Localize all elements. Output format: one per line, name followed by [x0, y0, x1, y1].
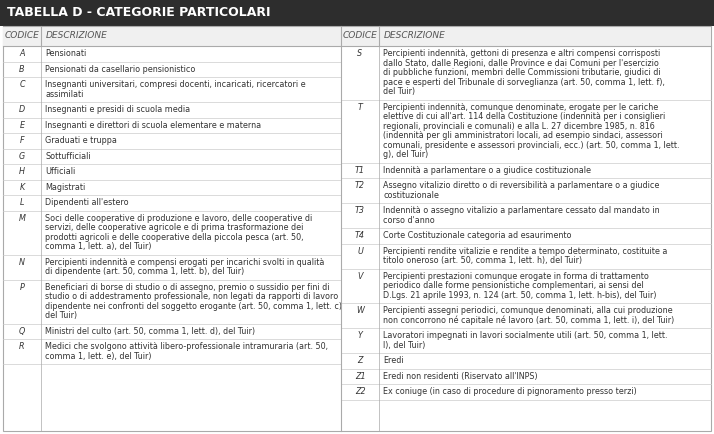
Text: DESCRIZIONE: DESCRIZIONE: [46, 32, 108, 40]
Text: T2: T2: [355, 181, 365, 190]
Text: Lavoratori impegnati in lavori socialmente utili (art. 50, comma 1, lett.: Lavoratori impegnati in lavori socialmen…: [383, 331, 668, 340]
Text: T3: T3: [355, 206, 365, 215]
Text: non concorrono né capitale né lavoro (art. 50, comma 1, lett. i), del Tuir): non concorrono né capitale né lavoro (ar…: [383, 316, 674, 325]
Text: dallo Stato, dalle Regioni, dalle Province e dai Comuni per l'esercizio: dallo Stato, dalle Regioni, dalle Provin…: [383, 59, 659, 68]
Text: V: V: [357, 272, 363, 281]
Text: Percipienti indennità e compensi erogati per incarichi svolti in qualità: Percipienti indennità e compensi erogati…: [45, 258, 324, 267]
Text: Y: Y: [358, 331, 363, 340]
Text: M: M: [19, 214, 26, 223]
Text: Eredi: Eredi: [383, 356, 403, 365]
Text: Insegnanti universitari, compresi docenti, incaricati, ricercatori e: Insegnanti universitari, compresi docent…: [45, 80, 306, 89]
Text: prodotti agricoli e delle cooperative della piccola pesca (art. 50,: prodotti agricoli e delle cooperative de…: [45, 233, 303, 242]
Text: Dipendenti all'estero: Dipendenti all'estero: [45, 198, 129, 207]
Text: di dipendente (art. 50, comma 1, lett. b), del Tuir): di dipendente (art. 50, comma 1, lett. b…: [45, 267, 244, 276]
Text: titolo oneroso (art. 50, comma 1, lett. h), del Tuir): titolo oneroso (art. 50, comma 1, lett. …: [383, 256, 582, 265]
Text: Pensionati: Pensionati: [45, 49, 86, 58]
Text: Percipienti prestazioni comunque erogate in forma di trattamento: Percipienti prestazioni comunque erogate…: [383, 272, 649, 281]
Text: G: G: [19, 152, 25, 161]
Text: H: H: [19, 167, 25, 176]
Text: costituzionale: costituzionale: [383, 191, 439, 200]
Text: studio o di addestramento professionale, non legati da rapporti di lavoro: studio o di addestramento professionale,…: [45, 292, 338, 301]
Text: T: T: [358, 103, 363, 112]
Text: S: S: [358, 49, 363, 58]
Bar: [3, 26, 711, 46]
Text: U: U: [357, 247, 363, 256]
Text: del Tuir): del Tuir): [383, 87, 415, 96]
Text: Ministri del culto (art. 50, comma 1, lett. d), del Tuir): Ministri del culto (art. 50, comma 1, le…: [45, 327, 255, 336]
Text: CODICE: CODICE: [4, 32, 39, 40]
Text: F: F: [20, 136, 24, 145]
Text: l), del Tuir): l), del Tuir): [383, 341, 426, 350]
Text: W: W: [356, 306, 364, 315]
Text: Q: Q: [19, 327, 25, 336]
Text: Indennità a parlamentare o a giudice costituzionale: Indennità a parlamentare o a giudice cos…: [383, 166, 591, 175]
Text: D: D: [19, 105, 25, 114]
Text: R: R: [19, 342, 25, 351]
Text: Percipienti indennità, gettoni di presenza e altri compensi corrisposti: Percipienti indennità, gettoni di presen…: [383, 49, 660, 58]
Text: g), del Tuir): g), del Tuir): [383, 150, 428, 159]
Text: Medici che svolgono attività libero-professionale intramuraria (art. 50,: Medici che svolgono attività libero-prof…: [45, 342, 328, 351]
Text: Z: Z: [357, 356, 363, 365]
Text: assimilati: assimilati: [45, 90, 84, 99]
Text: regionali, provinciali e comunali) e alla L. 27 dicembre 1985, n. 816: regionali, provinciali e comunali) e all…: [383, 122, 655, 131]
Text: T1: T1: [355, 166, 365, 175]
Text: corso d'anno: corso d'anno: [383, 216, 435, 225]
Text: periodico dalle forme pensionistiche complementari, ai sensi del: periodico dalle forme pensionistiche com…: [383, 281, 644, 290]
Text: Pensionati da casellario pensionistico: Pensionati da casellario pensionistico: [45, 65, 196, 74]
Text: A: A: [19, 49, 25, 58]
Text: D.Lgs. 21 aprile 1993, n. 124 (art. 50, comma 1, lett. h-bis), del Tuir): D.Lgs. 21 aprile 1993, n. 124 (art. 50, …: [383, 291, 656, 300]
Text: Ufficiali: Ufficiali: [45, 167, 75, 176]
Text: Z2: Z2: [355, 387, 366, 396]
Text: Percipienti indennità, comunque denominate, erogate per le cariche: Percipienti indennità, comunque denomina…: [383, 103, 658, 112]
Text: comma 1, lett. a), del Tuir): comma 1, lett. a), del Tuir): [45, 242, 151, 251]
Text: C: C: [19, 80, 25, 89]
Text: pace e esperti del Tribunale di sorveglianza (art. 50, comma 1, lett. f),: pace e esperti del Tribunale di sorvegli…: [383, 78, 665, 87]
Text: Sottufficiali: Sottufficiali: [45, 152, 91, 161]
Text: Insegnanti e presidi di scuola media: Insegnanti e presidi di scuola media: [45, 105, 190, 114]
Text: comma 1, lett. e), del Tuir): comma 1, lett. e), del Tuir): [45, 352, 151, 361]
Text: Ex coniuge (in caso di procedure di pignoramento presso terzi): Ex coniuge (in caso di procedure di pign…: [383, 387, 637, 396]
Text: di pubbliche funzioni, membri delle Commissioni tributarie, giudici di: di pubbliche funzioni, membri delle Comm…: [383, 68, 660, 77]
Text: TABELLA D - CATEGORIE PARTICOLARI: TABELLA D - CATEGORIE PARTICOLARI: [7, 7, 271, 20]
Text: K: K: [19, 183, 24, 192]
Text: Beneficiari di borse di studio o di assegno, premio o sussidio per fini di: Beneficiari di borse di studio o di asse…: [45, 283, 329, 292]
Text: T4: T4: [355, 231, 365, 240]
Text: del Tuir): del Tuir): [45, 311, 77, 320]
Text: Insegnanti e direttori di scuola elementare e materna: Insegnanti e direttori di scuola element…: [45, 121, 261, 130]
Text: servizi, delle cooperative agricole e di prima trasformazione dei: servizi, delle cooperative agricole e di…: [45, 223, 303, 232]
Text: Corte Costituzionale categoria ad esaurimento: Corte Costituzionale categoria ad esauri…: [383, 231, 571, 240]
Text: Soci delle cooperative di produzione e lavoro, delle cooperative di: Soci delle cooperative di produzione e l…: [45, 214, 312, 223]
Text: B: B: [19, 65, 25, 74]
Text: DESCRIZIONE: DESCRIZIONE: [384, 32, 446, 40]
Text: Z1: Z1: [355, 372, 366, 381]
Text: dipendente nei confronti del soggetto erogante (art. 50, comma 1, lett. c): dipendente nei confronti del soggetto er…: [45, 302, 342, 311]
Text: Assegno vitalizio diretto o di reversibilità a parlamentare o a giudice: Assegno vitalizio diretto o di reversibi…: [383, 181, 659, 190]
Text: Magistrati: Magistrati: [45, 183, 85, 192]
Text: N: N: [19, 258, 25, 267]
Text: comunali, presidente e assessori provinciali, ecc.) (art. 50, comma 1, lett.: comunali, presidente e assessori provinc…: [383, 141, 680, 150]
Text: L: L: [20, 198, 24, 207]
Text: elettive di cui all'art. 114 della Costituzione (indennità per i consiglieri: elettive di cui all'art. 114 della Costi…: [383, 112, 665, 121]
Text: Indennità o assegno vitalizio a parlamentare cessato dal mandato in: Indennità o assegno vitalizio a parlamen…: [383, 206, 660, 215]
Text: CODICE: CODICE: [343, 32, 378, 40]
Text: Percipienti rendite vitalizie e rendite a tempo determinato, costituite a: Percipienti rendite vitalizie e rendite …: [383, 247, 668, 256]
Bar: [0, 0, 714, 26]
Text: Percipienti assegni periodici, comunque denominati, alla cui produzione: Percipienti assegni periodici, comunque …: [383, 306, 673, 315]
Text: P: P: [19, 283, 24, 292]
Text: Graduati e truppa: Graduati e truppa: [45, 136, 117, 145]
Text: E: E: [19, 121, 24, 130]
Text: Eredi non residenti (Riservato all'INPS): Eredi non residenti (Riservato all'INPS): [383, 372, 538, 381]
Text: (indennità per gli amministratori locali, ad esempio sindaci, assessori: (indennità per gli amministratori locali…: [383, 131, 663, 140]
